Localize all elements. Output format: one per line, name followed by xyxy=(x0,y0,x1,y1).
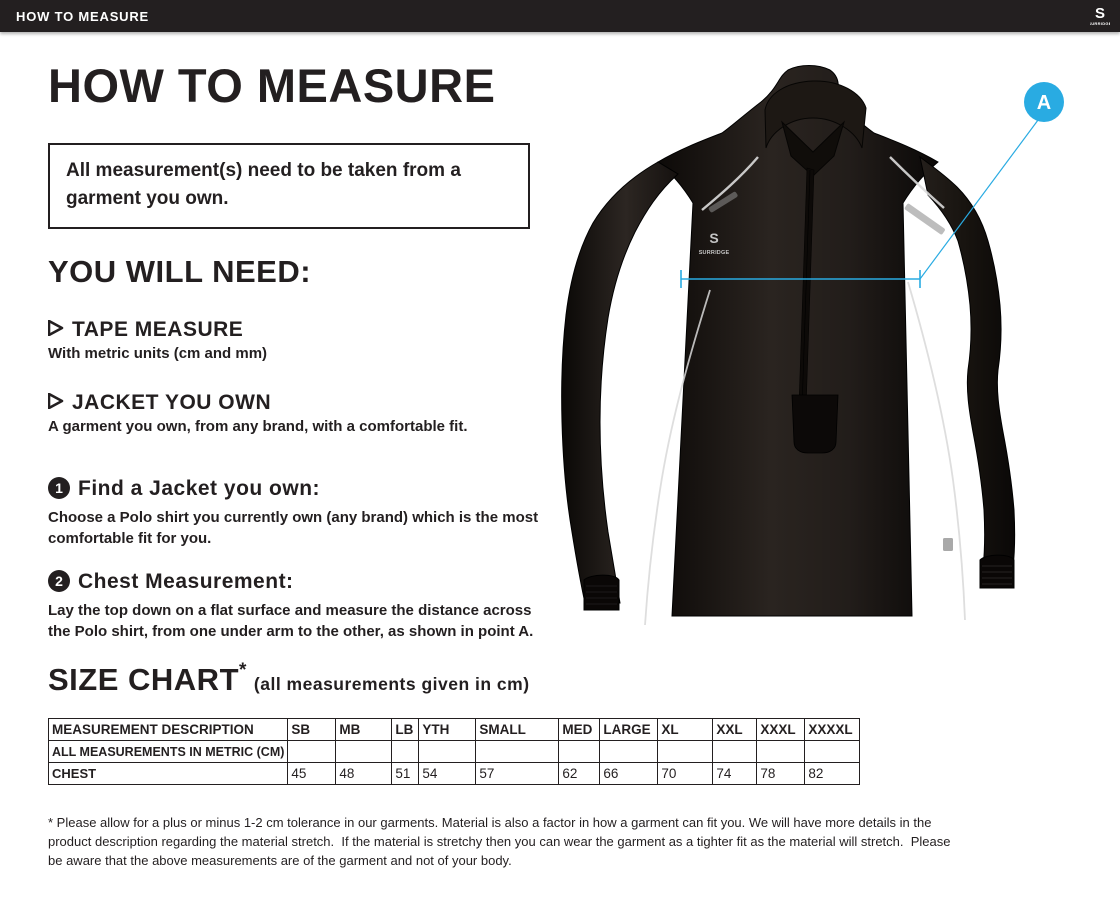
svg-text:SURRIDGE: SURRIDGE xyxy=(1090,21,1110,26)
svg-text:S: S xyxy=(1095,5,1105,22)
svg-text:A: A xyxy=(1037,92,1051,114)
